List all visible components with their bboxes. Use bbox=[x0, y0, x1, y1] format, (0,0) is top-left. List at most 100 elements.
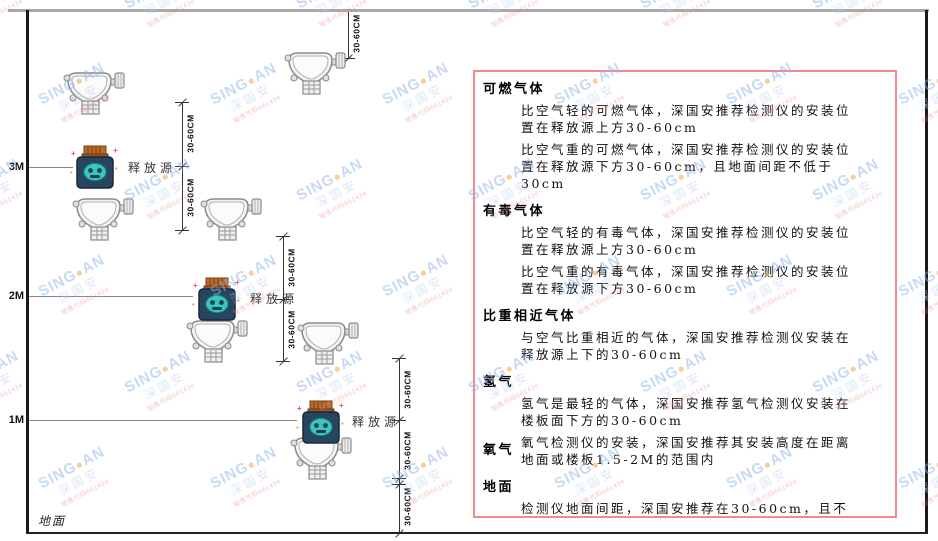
ground-line bbox=[26, 532, 928, 534]
watermark-code: 销售代码661434 bbox=[490, 0, 541, 29]
watermark-dot-icon: ● bbox=[932, 72, 938, 89]
watermark-brand: SING●AN bbox=[896, 59, 938, 108]
panel-section-5: 氧气 氧气检测仪的安装，深国安推荐其安装高度在距离地面或楼板1.5-2M的范围内 bbox=[483, 434, 885, 468]
gas-detector-below-3m-source bbox=[72, 198, 134, 241]
watermark-brand: SING●AN bbox=[207, 443, 280, 493]
gas-detector-above-2m-source bbox=[200, 198, 262, 241]
watermark-cjk: 深国安 bbox=[227, 80, 275, 115]
right-wall-line bbox=[925, 10, 928, 534]
height-axis-line bbox=[26, 10, 29, 534]
watermark-cjk: 深国安 bbox=[313, 176, 361, 211]
watermark-cjk: 深国安 bbox=[141, 0, 189, 19]
section-paragraph: 氧气检测仪的安装，深国安推荐其安装高度在距离地面或楼板1.5-2M的范围内 bbox=[521, 435, 852, 467]
watermark-code: 销售代码661434 bbox=[834, 0, 885, 29]
level-line-3m bbox=[29, 167, 73, 168]
watermark-cjk: 深国安 bbox=[485, 0, 533, 19]
watermark-brand: SING●AN bbox=[121, 347, 194, 397]
release-source-2m bbox=[192, 277, 241, 321]
watermark-cjk: 深国安 bbox=[0, 0, 17, 19]
release-source-1m bbox=[296, 400, 345, 444]
watermark-cjk: 深国安 bbox=[141, 368, 189, 403]
watermark-code: 销售代码661434 bbox=[60, 478, 111, 509]
watermark-dot-icon: ● bbox=[158, 360, 173, 377]
dimension-label: 30-60CM bbox=[402, 487, 413, 526]
release-source-3m bbox=[70, 145, 119, 189]
dimension-label: 30-60CM bbox=[402, 370, 413, 409]
watermark-brand: SING●AN bbox=[379, 443, 452, 493]
dimension-label: 30-60CM bbox=[351, 14, 362, 53]
watermark-code: 销售代码661434 bbox=[318, 0, 369, 29]
watermark-code: 销售代码661434 bbox=[232, 94, 283, 125]
gas-detector-below-ceiling bbox=[284, 52, 346, 95]
watermark-dot-icon: ● bbox=[330, 168, 345, 185]
section-heading: 有毒气体 bbox=[483, 204, 546, 219]
dimension-line bbox=[399, 358, 400, 533]
watermark-code: 销售代码661434 bbox=[146, 0, 197, 29]
dimension-label: 30-60CM bbox=[185, 114, 196, 153]
watermark-dot-icon: ● bbox=[72, 264, 87, 281]
watermark-dot-icon: ● bbox=[244, 456, 259, 473]
watermark-cjk: 深国安 bbox=[657, 0, 705, 19]
panel-section-6: 地面检测仪地面间距，深国安推荐在30-60cm，且不得小于30cm，因为过低容易… bbox=[483, 476, 885, 516]
watermark-cjk: 深国安 bbox=[915, 80, 938, 115]
section-paragraph: 氢气是最轻的气体，深国安推荐氢气检测仪安装在楼板面下方的30-60cm bbox=[521, 396, 852, 428]
panel-section-4: 氢气 氢气是最轻的气体，深国安推荐氢气检测仪安装在楼板面下方的30-60cm bbox=[483, 371, 885, 429]
watermark-brand: SING●AN bbox=[35, 251, 108, 301]
watermark-cjk: 深国安 bbox=[0, 368, 17, 403]
section-heading: 地面 bbox=[483, 480, 515, 495]
dimension-label: 30-60CM bbox=[286, 248, 297, 287]
section-paragraph: 与空气比重相近的气体，深国安推荐检测仪安装在释放源上下的30-60cm bbox=[521, 330, 852, 362]
panel-section-3: 比重相近气体与空气比重相近的气体，深国安推荐检测仪安装在释放源上下的30-60c… bbox=[483, 305, 885, 363]
watermark-brand: SING●AN bbox=[379, 251, 452, 301]
section-paragraph: 比空气重的可燃气体，深国安推荐检测仪的安装位置在释放源下方30-60cm，且地面… bbox=[521, 142, 852, 191]
watermark-brand: SING●AN bbox=[293, 155, 366, 205]
release-source-label-1m: 释放源 bbox=[352, 415, 401, 429]
section-paragraph: 比空气轻的可燃气体，深国安推荐检测仪的安装位置在释放源上方30-60cm bbox=[521, 103, 852, 135]
release-source-label-3m: 释放源 bbox=[128, 161, 177, 175]
dimension-label: 30-60CM bbox=[185, 178, 196, 217]
section-paragraph: 比空气轻的有毒气体，深国安推荐检测仪的安装位置在释放源上方30-60cm bbox=[521, 225, 852, 257]
gas-detector-above-3m-source bbox=[63, 72, 125, 115]
watermark-code: 销售代码661434 bbox=[404, 94, 455, 125]
watermark-dot-icon: ● bbox=[416, 72, 431, 89]
recommendations-panel: 可燃气体 比空气轻的可燃气体，深国安推荐检测仪的安装位置在释放源上方30-60cm… bbox=[473, 70, 897, 518]
watermark-dot-icon: ● bbox=[72, 456, 87, 473]
watermark-brand: SING●AN bbox=[379, 59, 452, 109]
axis-label-3m: 3M bbox=[8, 161, 24, 173]
watermark-dot-icon: ● bbox=[416, 456, 431, 473]
watermark-cjk: 深国安 bbox=[227, 464, 275, 499]
release-source-label-2m: 释放源 bbox=[250, 292, 299, 306]
panel-section-1: 可燃气体 比空气轻的可燃气体，深国安推荐检测仪的安装位置在释放源上方30-60cm… bbox=[483, 78, 885, 192]
dimension-line bbox=[348, 10, 349, 58]
watermark-brand: SING●AN bbox=[896, 251, 938, 300]
watermark-code: 销售代码661434 bbox=[404, 286, 455, 317]
watermark-dot-icon: ● bbox=[244, 264, 259, 281]
watermark-brand: SING●AN bbox=[0, 347, 22, 396]
ground-label: 地面 bbox=[38, 514, 67, 528]
watermark-cjk: 深国安 bbox=[0, 176, 17, 211]
watermark-brand: SING●AN bbox=[35, 443, 108, 493]
watermark-cjk: 深国安 bbox=[399, 80, 447, 115]
watermark-cjk: 深国安 bbox=[829, 0, 877, 19]
watermark-code: 销售代码661434 bbox=[318, 190, 369, 221]
level-line-2m bbox=[29, 296, 193, 297]
section-heading: 比重相近气体 bbox=[483, 309, 577, 324]
level-line-1m bbox=[29, 420, 297, 421]
watermark-cjk: 深国安 bbox=[399, 272, 447, 307]
watermark-brand: SING●AN bbox=[896, 443, 938, 492]
watermark-dot-icon: ● bbox=[416, 264, 431, 281]
gas-detector-below-2m-source bbox=[186, 320, 248, 363]
axis-label-1m: 1M bbox=[8, 414, 24, 426]
